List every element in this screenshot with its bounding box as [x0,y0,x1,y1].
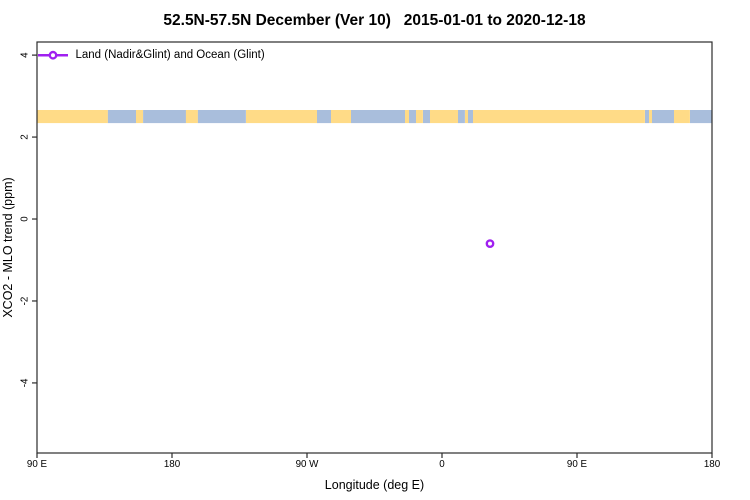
data-points [485,239,495,249]
map-strip-segment-land [674,110,690,124]
map-strip-segment-land [246,110,318,124]
map-strip-segment-ocean [645,110,649,124]
map-strip-segment-ocean [468,110,474,124]
y-tick-label: 0 [20,216,31,222]
map-strip-segment-ocean [690,110,712,124]
map-strip-segment-land [405,110,409,124]
x-tick-label: 180 [704,459,721,470]
legend-label: Land (Nadir&Glint) and Ocean (Glint) [76,49,265,61]
y-axis-label: XCO2 - MLO trend (ppm) [1,177,15,317]
map-strip-segment-ocean [351,110,405,124]
map-strip-segment-ocean [409,110,416,124]
y-tick-label: 4 [20,52,31,58]
x-tick-label: 180 [164,459,181,470]
map-strip-segment-ocean [143,110,186,124]
legend-open-circle-icon [48,50,58,60]
map-strip-segment-land [37,110,108,124]
y-axis: 4 2 0 -2 -4 [20,52,37,387]
map-strip-segment-land [416,110,423,124]
map-strip-segment-land [430,110,458,124]
map-strip-segment-land [136,110,144,124]
map-strip-segment-land [185,110,198,124]
map-strip-segment-ocean [458,110,465,124]
legend: Land (Nadir&Glint) and Ocean (Glint) [38,49,265,61]
y-tick-label: 2 [20,134,31,139]
map-strip-segment-ocean [652,110,674,124]
y-tick-label: -2 [20,297,31,306]
x-tick-label: 0 [439,459,445,470]
x-tick-label: 90 E [27,459,48,470]
map-strip-segment-land [473,110,645,124]
y-tick-label: -4 [20,378,31,387]
plot-border [36,41,713,454]
x-axis-label: Longitude (deg E) [325,478,424,492]
map-strip-segment-land [465,110,468,124]
world-map-strip [37,110,712,124]
x-axis: 90 E 180 90 W 0 90 E 180 [27,453,721,470]
map-strip-segment-ocean [423,110,430,124]
data-point-marker [485,239,495,249]
map-strip-segment-ocean [317,110,331,124]
x-tick-label: 90 E [567,459,588,470]
x-tick-label: 90 W [296,459,320,470]
map-strip-segment-land [649,110,652,124]
map-strip-segment-land [331,110,351,124]
chart-title: 52.5N-57.5N December (Ver 10) 2015-01-01… [163,12,586,29]
map-strip-segment-ocean [197,110,246,124]
map-strip-segment-ocean [107,110,136,124]
